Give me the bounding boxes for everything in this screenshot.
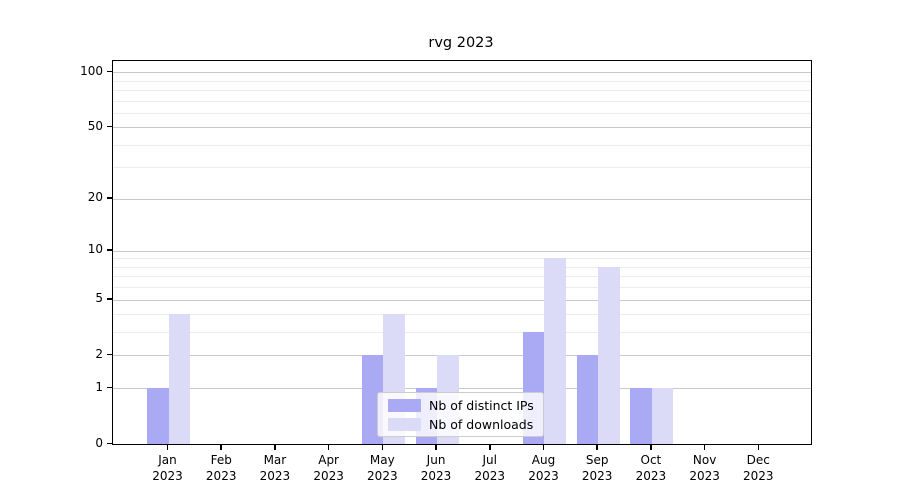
x-tick-mark: [542, 444, 545, 450]
x-tick-label: Oct 2023: [635, 453, 667, 483]
minor-gridline: [113, 112, 811, 114]
y-tick-label: 2: [95, 346, 103, 361]
legend-label-downloads: Nb of downloads: [429, 416, 534, 432]
bar-jan-downloads: [168, 314, 190, 444]
legend: Nb of distinct IPs Nb of downloads: [377, 392, 544, 437]
major-gridline: [113, 299, 811, 301]
y-tick-mark: [106, 70, 112, 73]
x-tick-label: Mar 2023: [259, 453, 291, 483]
x-tick-label: Nov 2023: [689, 453, 720, 483]
chart-title: rvg 2023: [428, 35, 494, 51]
major-gridline: [113, 250, 811, 252]
x-tick-label: Aug 2023: [528, 453, 559, 483]
y-tick-label: 50: [87, 118, 103, 133]
x-tick-mark: [650, 444, 652, 450]
x-tick-mark: [435, 444, 437, 450]
x-tick-label: Sep 2023: [581, 453, 613, 483]
legend-swatch-downloads: [388, 417, 421, 431]
legend-swatch-distinct-ips: [388, 398, 421, 412]
y-tick-label: 0: [95, 435, 103, 450]
minor-gridline: [113, 314, 811, 316]
y-tick-label: 10: [87, 242, 103, 257]
x-tick-label: Apr 2023: [313, 453, 344, 483]
y-tick-mark: [106, 442, 112, 444]
x-tick-mark: [166, 444, 169, 450]
bar-sep-distinct-ips: [576, 355, 599, 444]
x-tick-mark: [489, 444, 491, 450]
major-gridline: [113, 198, 811, 200]
major-gridline: [113, 127, 811, 129]
x-tick-label: May 2023: [367, 453, 398, 483]
major-gridline: [113, 72, 811, 74]
plot-area: [112, 60, 812, 445]
minor-gridline: [113, 167, 811, 169]
minor-gridline: [113, 144, 811, 146]
x-tick-label: Dec 2023: [743, 453, 774, 483]
x-tick-label: Jun 2023: [420, 453, 452, 483]
minor-gridline: [113, 266, 811, 268]
bar-oct-downloads: [651, 388, 674, 444]
y-tick-mark: [106, 353, 112, 356]
x-tick-mark: [274, 444, 276, 450]
minor-gridline: [113, 287, 811, 289]
y-tick-label: 20: [87, 190, 103, 205]
y-tick-mark: [106, 249, 112, 251]
x-tick-mark: [327, 444, 330, 450]
y-tick-mark: [106, 125, 112, 128]
bar-oct-distinct-ips: [630, 388, 652, 444]
minor-gridline: [113, 258, 811, 260]
minor-gridline: [113, 100, 811, 102]
x-tick-label: Jul 2023: [474, 453, 506, 483]
bar-aug-downloads: [544, 258, 566, 444]
major-gridline: [113, 388, 811, 390]
x-tick-mark: [381, 444, 384, 450]
minor-gridline: [113, 276, 811, 278]
x-tick-label: Feb 2023: [205, 453, 237, 483]
y-tick-mark: [106, 386, 112, 389]
y-tick-mark: [106, 197, 112, 199]
y-tick-label: 5: [95, 291, 103, 306]
x-tick-mark: [596, 444, 598, 450]
legend-entry-distinct-ips: Nb of distinct IPs: [378, 398, 543, 413]
x-tick-mark: [757, 444, 760, 450]
legend-entry-downloads: Nb of downloads: [378, 417, 543, 432]
major-gridline: [113, 355, 811, 357]
y-tick-mark: [106, 298, 112, 300]
bar-sep-downloads: [598, 266, 620, 444]
x-tick-mark: [703, 444, 706, 450]
x-tick-mark: [220, 444, 222, 450]
minor-gridline: [113, 332, 811, 334]
minor-gridline: [113, 89, 811, 91]
y-tick-label: 1: [95, 379, 103, 394]
x-tick-label: Jan 2023: [152, 453, 183, 483]
bar-jan-distinct-ips: [147, 388, 169, 444]
y-tick-label: 100: [80, 63, 103, 78]
legend-label-distinct-ips: Nb of distinct IPs: [429, 397, 534, 413]
minor-gridline: [113, 80, 811, 82]
